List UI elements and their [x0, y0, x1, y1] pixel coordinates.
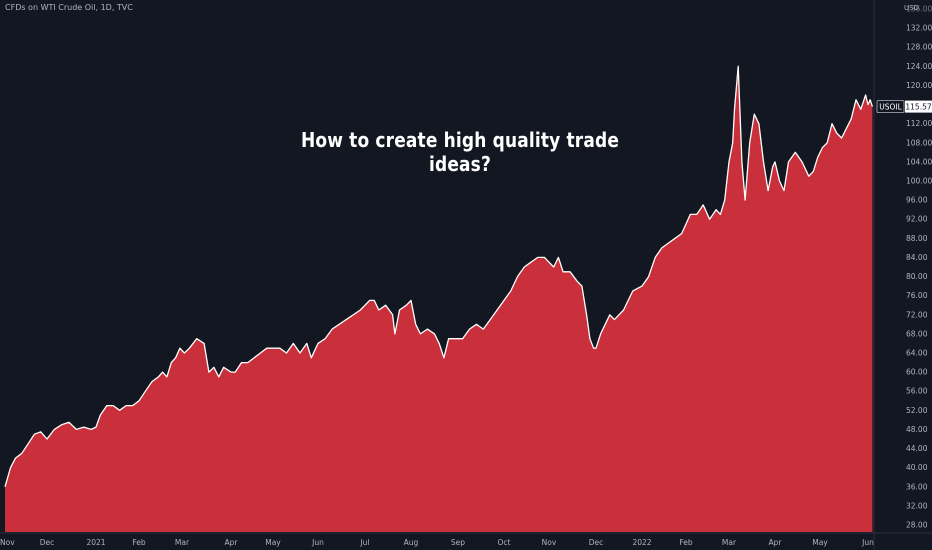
x-tick-label: Jun — [861, 538, 874, 547]
y-tick-label: 40.00 — [906, 463, 928, 472]
y-tick-label: 56.00 — [906, 387, 928, 396]
y-tick-label: 124.00 — [906, 62, 932, 71]
x-tick-label: Nov — [0, 538, 15, 547]
x-tick-label: Dec — [589, 538, 604, 547]
x-tick-label: Aug — [404, 538, 419, 547]
y-tick-label-top: 136.00 — [906, 5, 932, 14]
last-price-symbol-box — [876, 100, 905, 114]
x-tick-label: Jun — [311, 538, 324, 547]
x-tick-label: 2021 — [86, 538, 105, 547]
y-tick-label: 80.00 — [906, 272, 928, 281]
y-tick-label: 44.00 — [906, 444, 928, 453]
y-tick-label: 64.00 — [906, 349, 928, 358]
y-tick-label: 100.00 — [906, 177, 932, 186]
currency-label: USD — [904, 4, 919, 12]
headline-text: How to create high quality trade ideas? — [300, 128, 620, 176]
last-price-value-box — [905, 100, 932, 113]
y-tick-label: 92.00 — [906, 215, 928, 224]
y-tick-label: 28.00 — [906, 521, 928, 530]
x-tick-label: Mar — [175, 538, 190, 547]
y-tick-label: 120.00 — [906, 81, 932, 90]
last-price-badge: USOIL 115.57 — [876, 100, 932, 114]
y-tick-label: 128.00 — [906, 43, 932, 52]
y-tick-label: 88.00 — [906, 234, 928, 243]
y-tick-label: 36.00 — [906, 482, 928, 491]
x-tick-label: Jul — [359, 538, 369, 547]
price-line — [4, 65, 874, 487]
price-area-fill — [5, 66, 873, 533]
x-tick-label: Feb — [679, 538, 693, 547]
x-tick-label: Mar — [722, 538, 737, 547]
x-tick-label: Apr — [769, 538, 783, 547]
y-tick-label: 32.00 — [906, 501, 928, 510]
y-tick-label: 60.00 — [906, 368, 928, 377]
y-tick-label: 72.00 — [906, 310, 928, 319]
x-tick-label: Apr — [225, 538, 239, 547]
x-tick-label: Nov — [542, 538, 557, 547]
y-tick-label: 84.00 — [906, 253, 928, 262]
x-tick-label: Oct — [498, 538, 511, 547]
last-price-value: 115.57 — [905, 103, 931, 112]
y-tick-label: 104.00 — [906, 157, 932, 166]
y-tick-label: 132.00 — [906, 24, 932, 33]
y-tick-label: 68.00 — [906, 329, 928, 338]
x-tick-label: 2022 — [632, 538, 651, 547]
symbol-description: CFDs on WTI Crude Oil, 1D, TVC — [5, 3, 133, 12]
x-tick-label: Feb — [132, 538, 146, 547]
y-tick-label: 96.00 — [906, 196, 928, 205]
x-tick-label: May — [812, 538, 828, 547]
y-tick-label: 108.00 — [906, 138, 932, 147]
y-tick-label: 76.00 — [906, 291, 928, 300]
x-tick-label: May — [265, 538, 281, 547]
y-tick-label: 52.00 — [906, 406, 928, 415]
y-tick-label: 112.00 — [906, 119, 932, 128]
x-tick-label: Sep — [451, 538, 465, 547]
last-price-symbol: USOIL — [879, 103, 902, 112]
x-tick-label: Dec — [40, 538, 55, 547]
y-tick-label: 48.00 — [906, 425, 928, 434]
